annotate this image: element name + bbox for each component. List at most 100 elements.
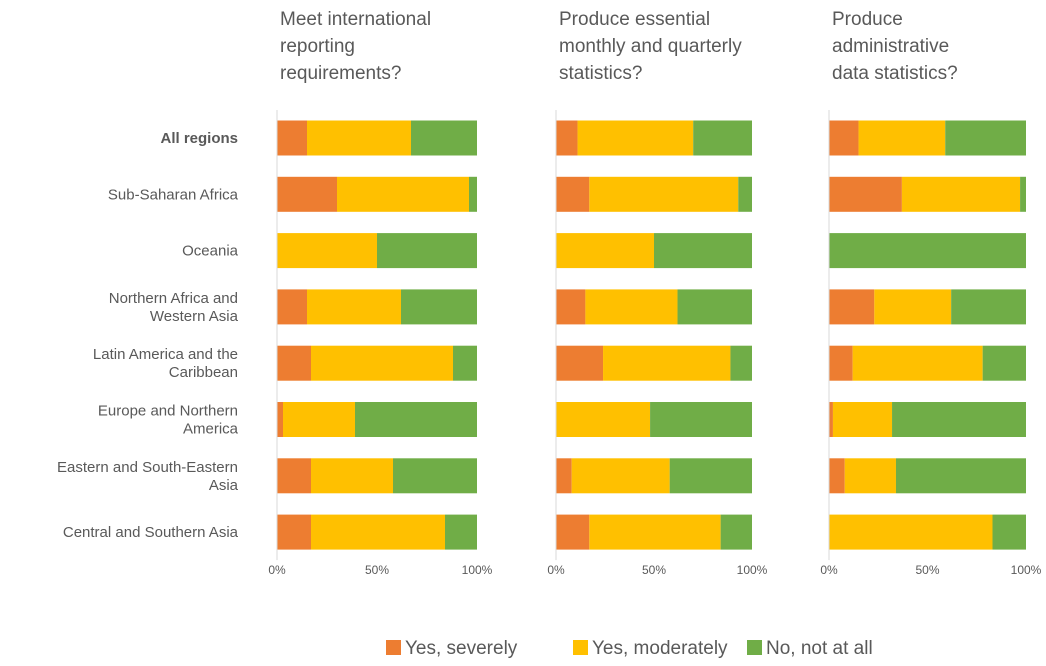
panel-2 <box>555 110 752 561</box>
legend-label-yes-severely: Yes, severely <box>405 638 518 659</box>
bar-central-and-southern-asia-yes-moderately-panel-1 <box>311 514 445 550</box>
bar-all-regions-no-not-at-all-panel-2 <box>693 120 752 156</box>
bar-europe-and-northern-america-yes-severely-panel-1 <box>277 402 283 437</box>
bar-northern-africa-and-western-asia-no-not-at-all-panel-2 <box>677 289 752 325</box>
bar-latin-america-and-the-caribbean-yes-severely-panel-1 <box>277 345 311 381</box>
bar-eastern-and-south-eastern-asia-yes-severely-panel-3 <box>829 458 845 494</box>
bar-eastern-and-south-eastern-asia-yes-moderately-panel-2 <box>571 458 670 494</box>
panel-3-tick-0: 0% <box>820 563 838 577</box>
bar-eastern-and-south-eastern-asia-no-not-at-all-panel-1 <box>393 458 477 494</box>
panel-1-tick-50: 50% <box>365 563 389 577</box>
bar-latin-america-and-the-caribbean-yes-moderately-panel-2 <box>603 345 731 381</box>
bar-sub-saharan-africa-yes-severely-panel-3 <box>829 176 902 212</box>
bar-central-and-southern-asia-no-not-at-all-panel-1 <box>445 514 477 550</box>
bar-all-regions-yes-severely-panel-1 <box>277 120 307 156</box>
panel-2-title-line-1: Produce essential <box>559 9 710 30</box>
bar-oceania-no-not-at-all-panel-3 <box>829 233 1026 269</box>
bar-all-regions-no-not-at-all-panel-3 <box>945 120 1026 156</box>
bar-europe-and-northern-america-no-not-at-all-panel-1 <box>355 402 477 437</box>
category-label-sub-saharan-africa: Sub-Saharan Africa <box>108 186 239 203</box>
category-label-oceania: Oceania <box>182 243 239 260</box>
category-label-eastern-and-south-eastern-asia-line-1: Eastern and South-Eastern <box>57 459 238 476</box>
bar-latin-america-and-the-caribbean-yes-severely-panel-3 <box>829 345 853 381</box>
bar-central-and-southern-asia-yes-moderately-panel-3 <box>829 514 993 550</box>
panel-3-tick-50: 50% <box>915 563 939 577</box>
panel-2-title-line-2: monthly and quarterly <box>559 36 742 57</box>
panel-1-title-line-2: reporting <box>280 36 355 57</box>
category-labels: All regions Sub-Saharan Africa Oceania Nort… <box>57 130 239 541</box>
bar-eastern-and-south-eastern-asia-yes-moderately-panel-3 <box>844 458 896 494</box>
bar-eastern-and-south-eastern-asia-yes-moderately-panel-1 <box>311 458 393 494</box>
bar-eastern-and-south-eastern-asia-yes-severely-panel-1 <box>277 458 311 494</box>
bar-sub-saharan-africa-no-not-at-all-panel-3 <box>1020 176 1026 212</box>
bar-central-and-southern-asia-yes-severely-panel-2 <box>556 514 590 550</box>
bar-latin-america-and-the-caribbean-no-not-at-all-panel-3 <box>982 345 1026 381</box>
panel-3-title-line-2: administrative <box>832 36 949 57</box>
category-label-northern-africa-and-western-asia-line-1: Northern Africa and <box>109 290 238 307</box>
bar-sub-saharan-africa-no-not-at-all-panel-2 <box>738 176 752 212</box>
bar-northern-africa-and-western-asia-yes-moderately-panel-3 <box>874 289 952 325</box>
bar-all-regions-yes-moderately-panel-3 <box>858 120 946 156</box>
bar-europe-and-northern-america-no-not-at-all-panel-2 <box>650 402 752 437</box>
bar-oceania-yes-moderately-panel-2 <box>556 233 654 269</box>
panel-2-tick-100: 100% <box>737 563 768 577</box>
bar-all-regions-yes-severely-panel-2 <box>556 120 578 156</box>
category-label-europe-and-northern-america-line-1: Europe and Northern <box>98 403 238 420</box>
bar-sub-saharan-africa-yes-moderately-panel-3 <box>901 176 1021 212</box>
bar-central-and-southern-asia-yes-moderately-panel-2 <box>589 514 721 550</box>
panel-1 <box>276 110 477 561</box>
bar-latin-america-and-the-caribbean-yes-severely-panel-2 <box>556 345 604 381</box>
legend: Yes, severely Yes, moderately No, not at a… <box>386 638 873 659</box>
bar-all-regions-yes-severely-panel-3 <box>829 120 859 156</box>
panel-3-title-line-3: data statistics? <box>832 63 958 84</box>
bar-europe-and-northern-america-yes-moderately-panel-3 <box>832 402 893 437</box>
category-label-central-and-southern-asia: Central and Southern Asia <box>63 524 239 541</box>
bar-central-and-southern-asia-no-not-at-all-panel-2 <box>720 514 752 550</box>
bar-europe-and-northern-america-no-not-at-all-panel-3 <box>892 402 1026 437</box>
bar-northern-africa-and-western-asia-yes-severely-panel-2 <box>556 289 586 325</box>
bar-europe-and-northern-america-yes-moderately-panel-2 <box>556 402 651 437</box>
bar-sub-saharan-africa-yes-severely-panel-2 <box>556 176 590 212</box>
bar-sub-saharan-africa-no-not-at-all-panel-1 <box>469 176 477 212</box>
bar-sub-saharan-africa-yes-moderately-panel-1 <box>337 176 469 212</box>
legend-swatch-yes-moderately <box>573 640 588 655</box>
panel-2-tick-50: 50% <box>642 563 666 577</box>
bar-panels <box>276 110 1026 561</box>
bar-all-regions-yes-moderately-panel-2 <box>577 120 694 156</box>
panel-titles: Meet international reporting requirements?… <box>280 9 958 84</box>
legend-label-yes-moderately: Yes, moderately <box>592 638 728 659</box>
category-label-europe-and-northern-america-line-2: America <box>183 421 239 438</box>
bar-oceania-yes-moderately-panel-1 <box>277 233 377 269</box>
bar-eastern-and-south-eastern-asia-yes-severely-panel-2 <box>556 458 572 494</box>
panel-3-title-line-1: Produce <box>832 9 903 30</box>
category-label-eastern-and-south-eastern-asia-line-2: Asia <box>209 477 239 494</box>
bar-northern-africa-and-western-asia-yes-moderately-panel-2 <box>585 289 678 325</box>
panel-3 <box>828 110 1026 561</box>
bar-northern-africa-and-western-asia-yes-moderately-panel-1 <box>307 289 401 325</box>
bar-all-regions-no-not-at-all-panel-1 <box>411 120 477 156</box>
panel-3-tick-100: 100% <box>1011 563 1042 577</box>
bar-latin-america-and-the-caribbean-yes-moderately-panel-3 <box>852 345 983 381</box>
bar-latin-america-and-the-caribbean-yes-moderately-panel-1 <box>311 345 453 381</box>
bar-europe-and-northern-america-yes-severely-panel-3 <box>829 402 833 437</box>
bar-eastern-and-south-eastern-asia-no-not-at-all-panel-2 <box>669 458 752 494</box>
bar-latin-america-and-the-caribbean-no-not-at-all-panel-2 <box>730 345 752 381</box>
bar-central-and-southern-asia-no-not-at-all-panel-3 <box>992 514 1026 550</box>
bar-northern-africa-and-western-asia-no-not-at-all-panel-3 <box>951 289 1026 325</box>
legend-swatch-yes-severely <box>386 640 401 655</box>
panel-2-tick-0: 0% <box>547 563 565 577</box>
x-axis-ticks: 0% 50% 100% 0% 50% 100% 0% 50% 100% <box>268 563 1041 577</box>
bar-sub-saharan-africa-yes-moderately-panel-2 <box>589 176 739 212</box>
bar-northern-africa-and-western-asia-yes-severely-panel-3 <box>829 289 875 325</box>
bar-oceania-no-not-at-all-panel-1 <box>377 233 477 269</box>
bar-northern-africa-and-western-asia-yes-severely-panel-1 <box>277 289 307 325</box>
legend-label-no-not-at-all: No, not at all <box>766 638 873 659</box>
panel-1-title-line-3: requirements? <box>280 63 401 84</box>
bar-sub-saharan-africa-yes-severely-panel-1 <box>277 176 337 212</box>
bar-central-and-southern-asia-yes-severely-panel-1 <box>277 514 311 550</box>
panel-1-title-line-1: Meet international <box>280 9 431 30</box>
panel-1-tick-0: 0% <box>268 563 286 577</box>
bar-northern-africa-and-western-asia-no-not-at-all-panel-1 <box>401 289 477 325</box>
category-label-all-regions: All regions <box>160 130 238 147</box>
